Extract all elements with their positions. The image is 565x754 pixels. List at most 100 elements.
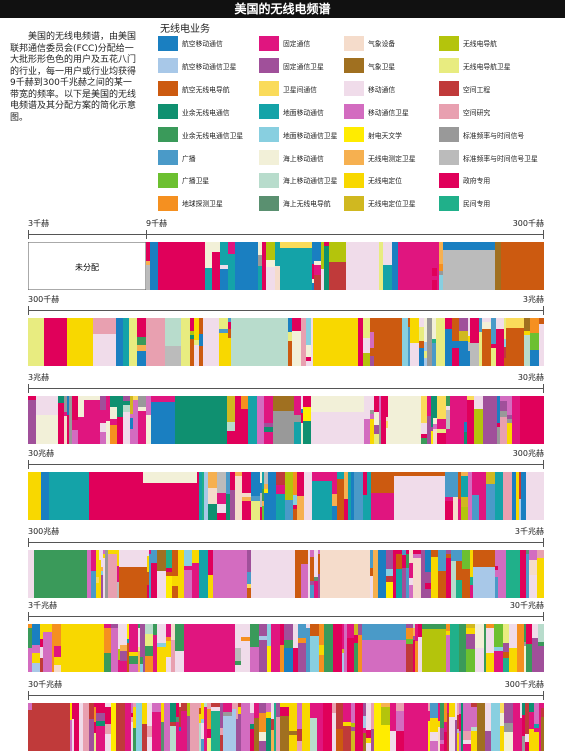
legend-item: 气象设备: [344, 35, 395, 51]
allocation-segment: [275, 242, 280, 266]
allocation-segment: [504, 339, 506, 347]
band-end-label: 30兆赫: [517, 373, 544, 382]
allocation-segment: [343, 703, 351, 722]
allocation-segment: [187, 716, 190, 751]
allocation-segment: [459, 341, 468, 366]
allocation-segment: [136, 703, 142, 751]
allocation-segment: [238, 707, 241, 714]
allocation-segment: [457, 729, 459, 733]
allocation-segment: [138, 624, 140, 628]
allocation-segment: [262, 472, 264, 489]
legend-swatch: [344, 172, 364, 188]
allocation-segment: [264, 423, 273, 427]
allocation-segment: [386, 421, 388, 428]
allocation-segment: [512, 472, 516, 520]
spectrum-band: 30兆赫 300兆赫: [28, 449, 544, 522]
allocation-segment: [301, 341, 306, 366]
allocation-segment: [466, 649, 475, 672]
legend-swatch: [259, 81, 279, 97]
allocation-segment: [475, 648, 484, 672]
allocation-segment: [462, 550, 470, 569]
allocation-segment: [146, 242, 150, 261]
allocation-segment: [146, 265, 150, 290]
allocation-segment: [504, 318, 506, 339]
allocation-segment: [273, 624, 280, 672]
legend-label: 广播: [182, 154, 196, 163]
allocation-segment: [72, 719, 74, 751]
allocation-segment: [517, 624, 524, 672]
allocation-segment: [157, 643, 166, 647]
allocation-segment: [235, 665, 241, 672]
allocation-segment: [524, 335, 530, 366]
allocation-segment: [217, 513, 226, 520]
allocation-segment: [181, 318, 190, 366]
allocation-segment: [312, 472, 332, 481]
allocation-segment: [516, 472, 519, 520]
allocation-segment: [343, 726, 351, 751]
allocation-segment: [52, 624, 54, 672]
legend-label: 射电天文学: [368, 131, 402, 140]
allocation-segment: [36, 318, 44, 366]
allocation-segment: [117, 582, 119, 598]
allocation-segment: [280, 242, 312, 248]
allocation-segment: [464, 422, 467, 432]
allocation-segment: [354, 643, 358, 672]
allocation-segment: [342, 653, 344, 672]
allocation-segment: [266, 260, 275, 267]
allocation-segment: [501, 242, 544, 290]
scale-tick: [28, 612, 29, 621]
allocation-segment: [427, 416, 431, 444]
allocation-segment: [354, 635, 358, 643]
allocation-segment: [394, 476, 445, 520]
allocation-segment: [105, 724, 111, 734]
allocation-segment: [294, 396, 301, 415]
legend-item: 无线电导航卫星: [439, 58, 511, 74]
allocation-segment: [273, 396, 294, 411]
allocation-segment: [130, 418, 133, 429]
allocation-segment: [396, 550, 402, 554]
allocation-segment: [446, 635, 450, 672]
allocation-segment: [94, 733, 96, 751]
allocation-segment: [446, 429, 450, 444]
allocation-segment: [402, 318, 408, 366]
allocation-segment: [351, 731, 355, 751]
allocation-segment: [344, 472, 348, 499]
allocation-segment: [425, 589, 431, 598]
allocation-segment: [110, 407, 117, 419]
allocation-segment: [363, 338, 370, 353]
allocation-segment: [425, 572, 431, 583]
allocation-segment: [446, 554, 451, 558]
legend-label: 固定通信卫星: [283, 62, 324, 71]
allocation-segment: [129, 624, 138, 652]
allocation-segment: [190, 339, 194, 366]
allocation-segment: [482, 329, 491, 366]
allocation-segment: [217, 504, 226, 513]
allocation-segment: [467, 400, 474, 444]
allocation-segment: [70, 703, 72, 720]
allocation-segment: [190, 703, 199, 707]
allocation-segment: [479, 318, 482, 332]
allocation-segment: [208, 504, 217, 520]
allocation-segment: [470, 585, 473, 598]
allocation-segment: [418, 624, 422, 637]
legend-title: 无线电业务: [160, 24, 210, 35]
scale-tick: [28, 538, 29, 547]
allocation-segment: [321, 277, 324, 290]
allocation-segment: [363, 733, 366, 751]
allocation-segment: [72, 396, 78, 420]
allocation-segment: [212, 252, 220, 290]
legend-swatch: [259, 172, 279, 188]
allocation-segment: [393, 550, 396, 598]
allocation-segment: [147, 703, 152, 718]
allocation-segment: [521, 472, 526, 520]
allocation-segment: [494, 651, 503, 672]
allocation-segment: [464, 396, 467, 422]
allocation-segment: [301, 550, 308, 564]
allocation-segment: [96, 726, 105, 751]
allocation-segment: [232, 709, 236, 751]
allocation-segment: [433, 418, 437, 424]
allocation-segment: [541, 717, 544, 751]
legend-label: 气象卫星: [368, 62, 396, 71]
allocation-segment: [184, 566, 192, 570]
allocation-segment: [529, 575, 537, 598]
